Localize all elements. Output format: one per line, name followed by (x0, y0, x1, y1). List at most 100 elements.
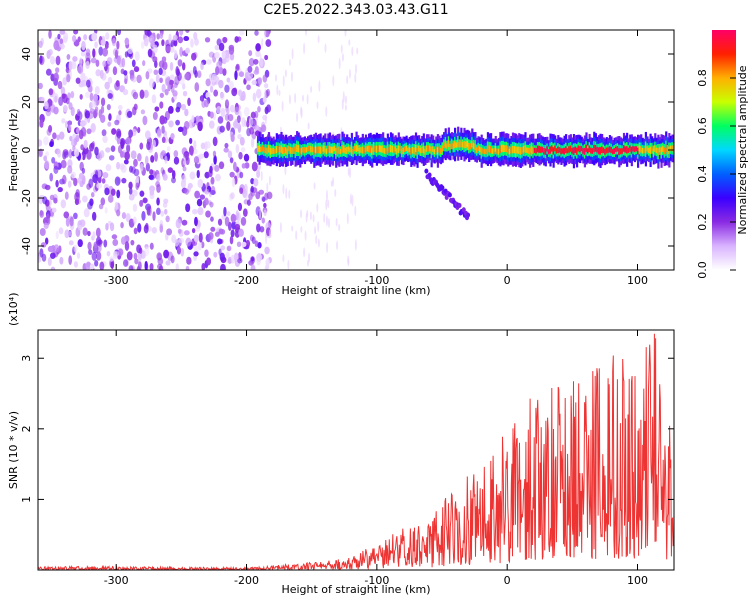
noise-blob (38, 139, 43, 147)
noise-blob (249, 127, 255, 135)
band-cell (380, 145, 383, 153)
noise-blob (172, 90, 178, 97)
faint-streak (274, 74, 277, 82)
noise-blob (194, 70, 198, 78)
noise-blob (217, 218, 223, 226)
noise-blob (90, 57, 97, 64)
band-cell (547, 149, 551, 155)
noise-blob (263, 202, 267, 208)
noise-blob (99, 261, 105, 270)
colorbar-tick-label: 0.6 (696, 117, 709, 135)
noise-blob (63, 151, 69, 158)
noise-blob (144, 130, 151, 140)
noise-blob (112, 251, 118, 260)
noise-blob (80, 72, 86, 82)
noise-blob (104, 81, 110, 90)
noise-blob (110, 145, 116, 153)
band-cell (577, 145, 580, 152)
band-cell (627, 147, 630, 153)
noise-blob (133, 252, 138, 260)
band-cell (621, 148, 624, 154)
noise-blob (94, 146, 99, 156)
band-cell (274, 148, 277, 154)
band-cell (629, 145, 632, 152)
band-cell (397, 145, 400, 153)
noise-blob (69, 216, 74, 227)
noise-blob (120, 164, 127, 173)
band-cell (374, 145, 377, 152)
noise-blob (95, 227, 101, 238)
noise-blob (57, 33, 61, 40)
noise-blob (266, 191, 273, 200)
noise-blob (45, 68, 52, 76)
noise-blob (141, 210, 146, 221)
band-cell (493, 148, 496, 154)
noise-blob (105, 164, 112, 172)
band-cell (646, 146, 649, 152)
band-cell (311, 146, 314, 153)
noise-blob (67, 231, 72, 237)
faint-streak (300, 209, 303, 219)
band-cell (416, 148, 419, 156)
band-cell (411, 146, 414, 154)
noise-blob (52, 132, 57, 140)
noise-blob (255, 88, 262, 99)
noise-blob (186, 256, 192, 265)
noise-blob (47, 245, 54, 253)
noise-blob (193, 234, 199, 243)
noise-blob (112, 66, 118, 76)
band-cell (475, 147, 479, 153)
band-cell (618, 148, 621, 156)
noise-blob (226, 121, 231, 131)
band-cell (321, 147, 324, 154)
noise-blob (104, 207, 108, 214)
noise-blob (89, 92, 94, 102)
noise-blob (201, 262, 206, 270)
noise-blob (81, 40, 86, 51)
noise-blob (67, 159, 73, 168)
noise-blob (261, 217, 266, 224)
noise-blob (120, 221, 124, 229)
colorbar-tick-label: 0.2 (696, 213, 709, 231)
noise-blob (241, 163, 246, 169)
noise-blob (248, 57, 255, 67)
band-cell (652, 148, 655, 155)
noise-blob (78, 172, 84, 180)
faint-streak (260, 170, 263, 182)
noise-blob (234, 70, 238, 81)
noise-blob (133, 168, 140, 177)
band-cell (522, 146, 526, 153)
band-cell (436, 147, 440, 155)
noise-blob (168, 33, 172, 44)
noise-blob (60, 199, 67, 209)
band-cell (350, 145, 353, 153)
noise-blob (95, 251, 102, 261)
colorbar: 0.0 0.2 0.4 0.6 0.8 Normalized spectral ampl… (696, 30, 749, 279)
noise-blob (166, 146, 171, 152)
faint-streak (281, 100, 284, 112)
noise-blob (194, 190, 201, 199)
band-cell (571, 147, 574, 154)
noise-blob (237, 257, 243, 264)
noise-blob (156, 127, 162, 137)
noise-blob (196, 70, 202, 78)
noise-blob (234, 36, 239, 43)
band-cell (466, 140, 469, 147)
spectrogram-marks (38, 30, 674, 270)
band-cell (626, 146, 629, 154)
noise-blob (48, 124, 53, 133)
noise-blob (88, 249, 93, 255)
noise-blob (123, 159, 129, 165)
noise-blob (57, 149, 62, 158)
colorbar-gradient (712, 30, 736, 270)
band-cell (432, 146, 435, 153)
band-cell (308, 145, 311, 152)
noise-blob (163, 198, 169, 204)
noise-blob (157, 263, 163, 270)
band-cell (472, 142, 475, 149)
noise-blob (237, 133, 242, 140)
noise-blob (129, 69, 135, 79)
noise-blob (39, 55, 43, 64)
noise-blob (250, 177, 255, 185)
noise-blob (83, 208, 90, 218)
